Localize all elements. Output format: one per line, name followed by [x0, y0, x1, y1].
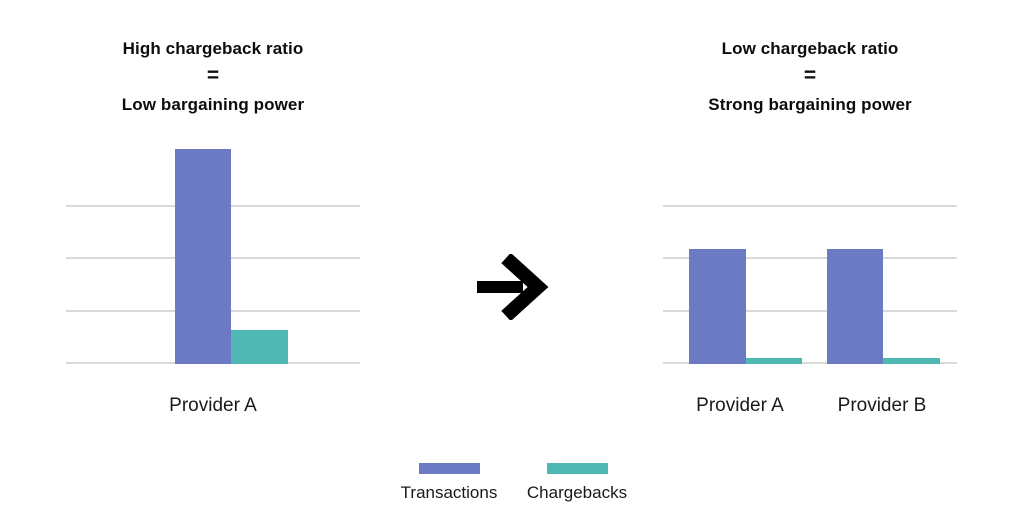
legend-item-transactions: Transactions	[379, 463, 519, 503]
bar-transactions-provider-a	[174, 149, 231, 364]
bar-chargebacks-provider-a	[231, 330, 288, 364]
legend-item-chargebacks: Chargebacks	[507, 463, 647, 503]
gridline	[663, 205, 957, 208]
right-equals-sign: =	[803, 64, 817, 87]
left-equals-sign: =	[206, 64, 220, 87]
gridline	[663, 257, 957, 260]
legend-label-transactions: Transactions	[400, 483, 498, 502]
right-bar-chart	[663, 145, 957, 364]
left-bar-chart	[66, 145, 360, 364]
legend-label-chargebacks: Chargebacks	[526, 483, 628, 502]
bar-transactions-provider-b	[826, 248, 883, 364]
transactions-swatch-icon	[418, 463, 480, 474]
right-category-label-provider-a: Provider A	[696, 395, 784, 416]
bar-chargebacks-provider-a	[745, 357, 802, 364]
right-arrow-icon	[477, 252, 549, 322]
right-title-line2: Strong bargaining power	[708, 95, 912, 114]
left-category-label-provider-a: Provider A	[169, 395, 257, 416]
chargebacks-swatch-icon	[546, 463, 608, 474]
gridline	[663, 309, 957, 312]
left-title-line2: Low bargaining power	[121, 95, 305, 114]
right-title-line1: Low chargeback ratio	[721, 39, 899, 58]
left-title-line1: High chargeback ratio	[122, 39, 304, 58]
x-axis-baseline	[663, 362, 957, 364]
right-category-label-provider-b: Provider B	[837, 395, 927, 416]
bar-chargebacks-provider-b	[883, 357, 940, 364]
bar-transactions-provider-a	[689, 248, 746, 364]
